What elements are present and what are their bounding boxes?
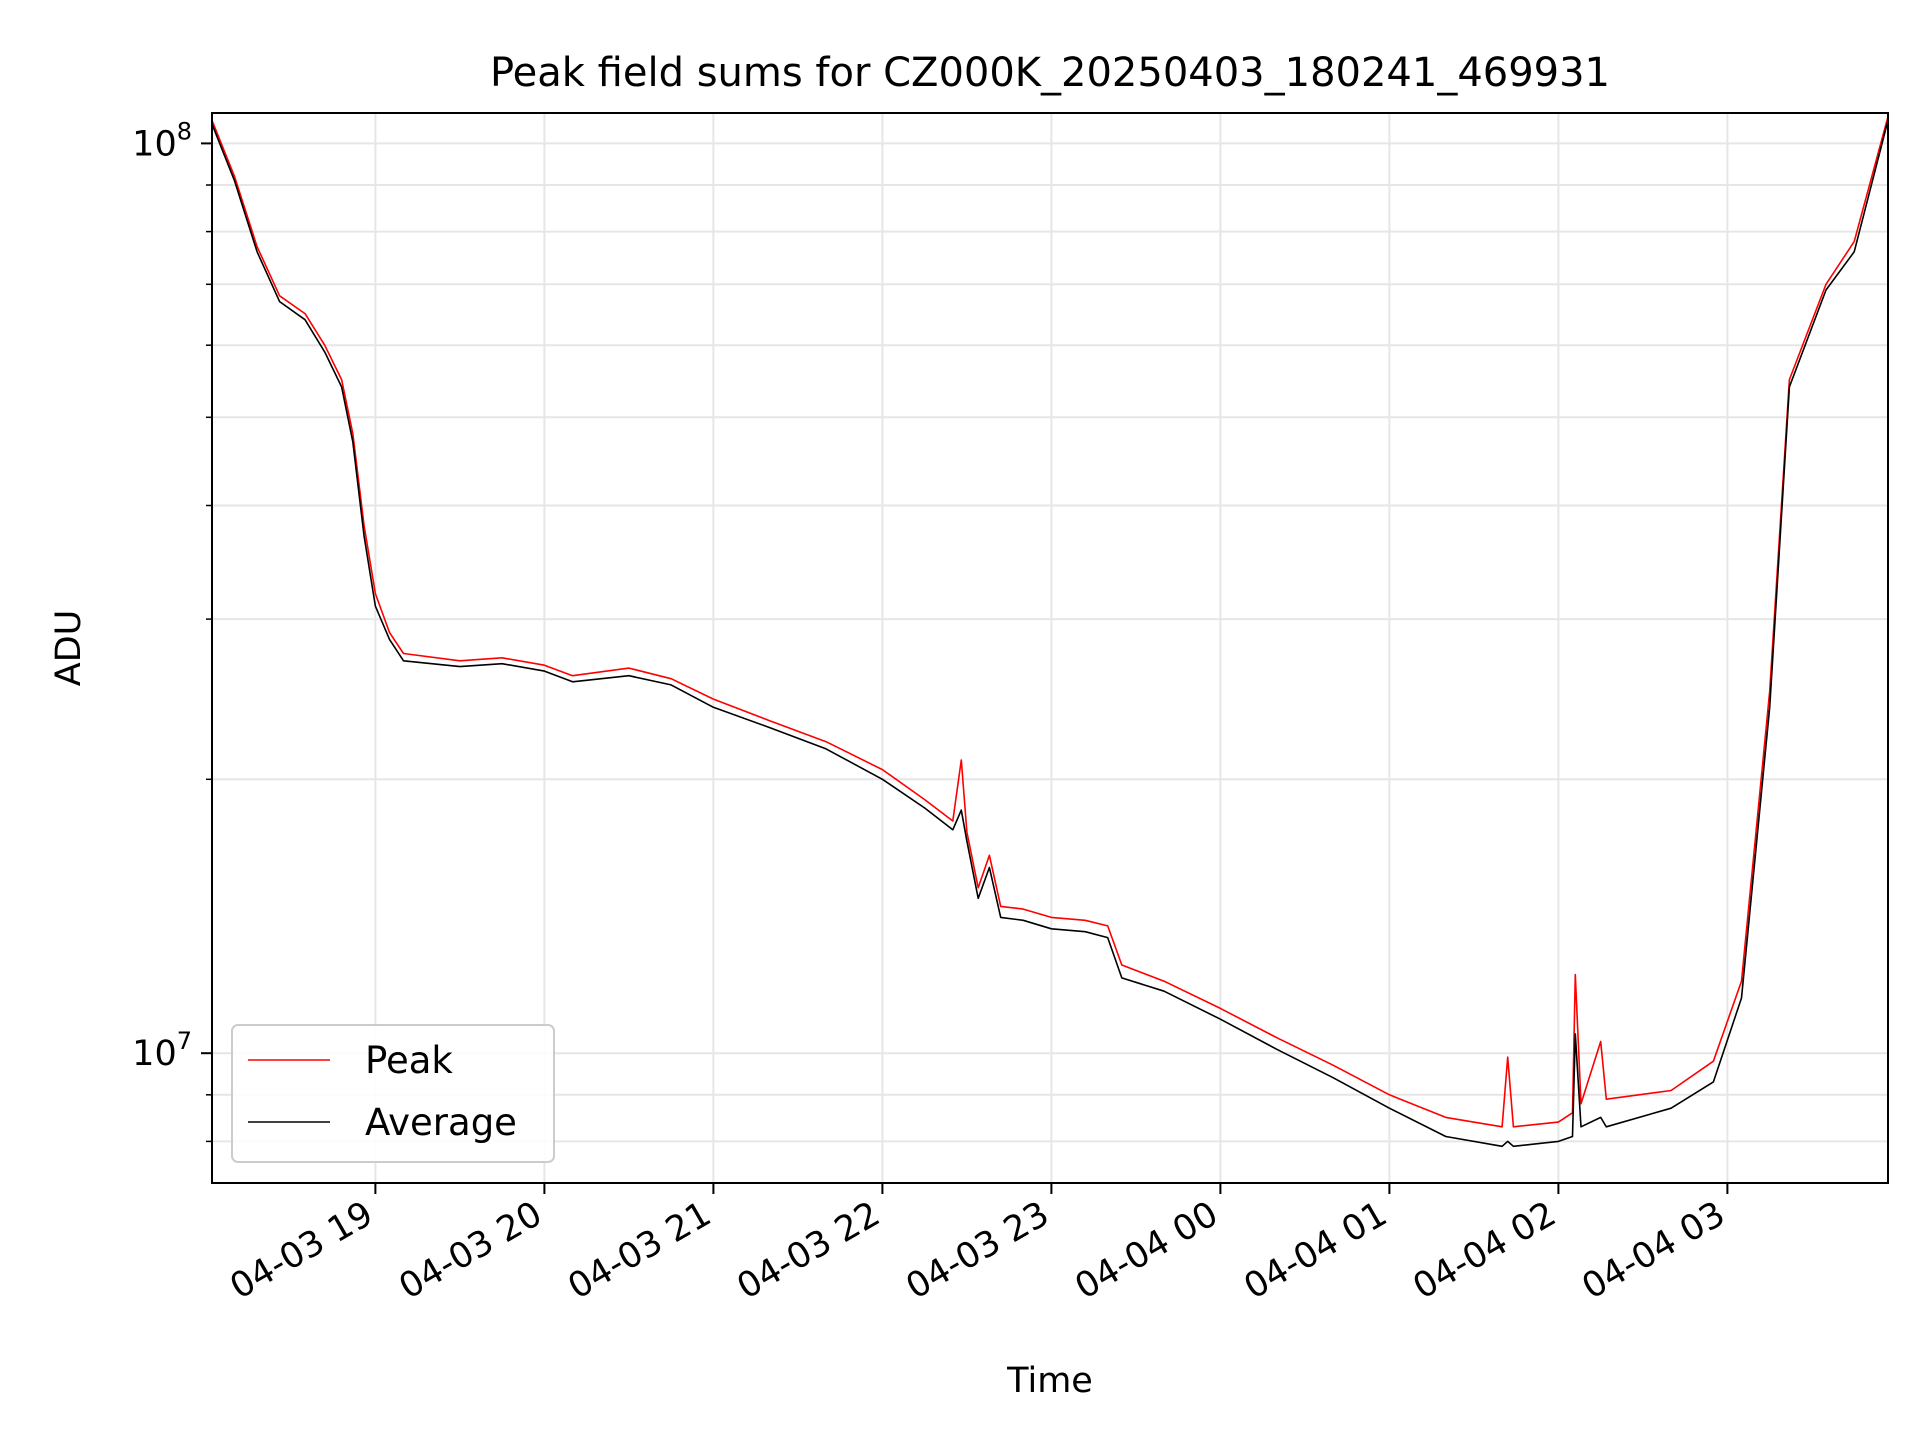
y-tick-label: 108	[132, 117, 192, 164]
chart-title: Peak field sums for CZ000K_20250403_1802…	[490, 50, 1610, 96]
x-axis-label: Time	[1006, 1361, 1093, 1401]
plot-frame	[211, 112, 1889, 1184]
legend: Peak Average	[231, 1024, 555, 1163]
series-line-average	[211, 120, 1889, 1148]
y-tick-exponent: 8	[177, 117, 192, 145]
legend-label-average: Average	[365, 1101, 517, 1144]
series-group	[211, 116, 1889, 1148]
y-tick-base: 10	[132, 124, 177, 164]
y-tick-exponent: 7	[177, 1027, 192, 1055]
y-tick-base: 10	[132, 1034, 177, 1074]
y-tick-label: 107	[132, 1027, 192, 1074]
grid	[212, 113, 1888, 1183]
series-line-peak	[211, 116, 1889, 1128]
legend-label-peak: Peak	[365, 1039, 453, 1082]
y-axis-label: ADU	[49, 610, 89, 687]
